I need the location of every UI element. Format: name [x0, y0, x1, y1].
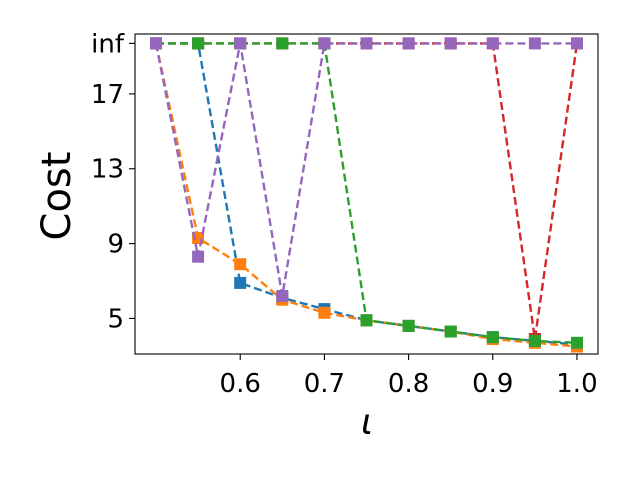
y-tick-label: 17	[91, 80, 124, 110]
y-axis-ticks: 5 9 13 17 inf	[91, 29, 135, 334]
data-point	[318, 37, 331, 50]
y-tick-label: 13	[91, 155, 124, 185]
y-tick-label: 5	[107, 304, 124, 334]
data-point	[234, 37, 247, 50]
data-point	[486, 37, 499, 50]
x-tick-label: 1.0	[556, 369, 597, 399]
series-line	[156, 42, 579, 341]
series-line	[156, 42, 578, 346]
x-tick-label: 0.6	[220, 369, 261, 399]
plot-frame	[134, 33, 599, 355]
series-2	[150, 37, 583, 353]
series-1	[150, 37, 583, 351]
data-point	[571, 37, 583, 50]
series-4	[150, 37, 583, 349]
series-5	[150, 37, 583, 302]
data-point	[444, 325, 457, 338]
series-line	[154, 43, 578, 348]
data-point	[528, 37, 541, 50]
data-point	[402, 37, 415, 50]
data-point	[528, 334, 541, 347]
data-point	[360, 314, 373, 327]
data-point	[276, 37, 289, 50]
x-tick-label: 0.7	[304, 369, 345, 399]
data-point	[571, 336, 583, 349]
data-point	[234, 258, 247, 271]
data-point	[276, 290, 289, 302]
y-tick-label: 9	[107, 230, 124, 260]
data-point	[318, 306, 331, 319]
data-point	[150, 37, 162, 50]
data-point	[402, 319, 415, 332]
x-axis-ticks: 0.6 0.7 0.8 0.9 1.0	[220, 354, 598, 399]
x-axis-label: ι	[361, 402, 373, 443]
data-point	[192, 250, 205, 263]
series-3	[150, 37, 583, 345]
data-point	[234, 276, 247, 289]
y-tick-label: inf	[91, 29, 125, 59]
x-tick-label: 0.8	[388, 369, 429, 399]
data-point	[444, 37, 457, 50]
x-tick-label: 0.9	[472, 369, 513, 399]
data-point	[192, 37, 205, 50]
series-layer	[150, 37, 583, 353]
data-point	[486, 331, 499, 344]
data-point	[360, 37, 373, 50]
y-axis-label: Cost	[34, 152, 80, 241]
